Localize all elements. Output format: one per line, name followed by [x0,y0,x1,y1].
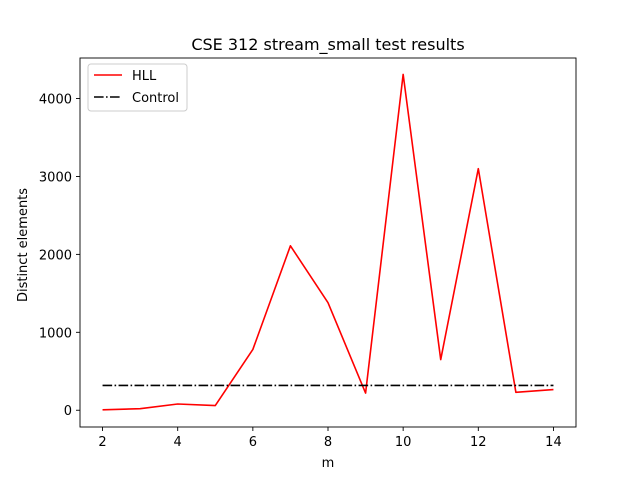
legend-label-control: Control [132,91,179,106]
y-tick-label: 0 [64,404,72,419]
y-tick-label: 1000 [39,326,72,341]
chart-title: CSE 312 stream_small test results [191,35,464,55]
y-axis-label: Distinct elements [16,188,31,302]
y-tick-label: 4000 [39,93,72,108]
x-tick-label: 12 [470,435,487,450]
legend: HLL Control [87,63,188,112]
x-tick-label: 8 [324,435,332,450]
x-tick-label: 10 [395,435,412,450]
legend-label-hll: HLL [132,69,157,84]
series-line-hll [102,73,554,411]
x-tick-label: 2 [98,435,106,450]
x-tick-label: 14 [545,435,562,450]
x-tick-label: 4 [174,435,182,450]
y-tick-label: 3000 [39,170,72,185]
x-axis-label: m [322,456,335,471]
x-tick-label: 6 [249,435,257,450]
plot-area: 2 4 6 8 10 12 14 0 1000 2000 3000 4000 [39,57,577,450]
y-tick-label: 2000 [39,248,72,263]
